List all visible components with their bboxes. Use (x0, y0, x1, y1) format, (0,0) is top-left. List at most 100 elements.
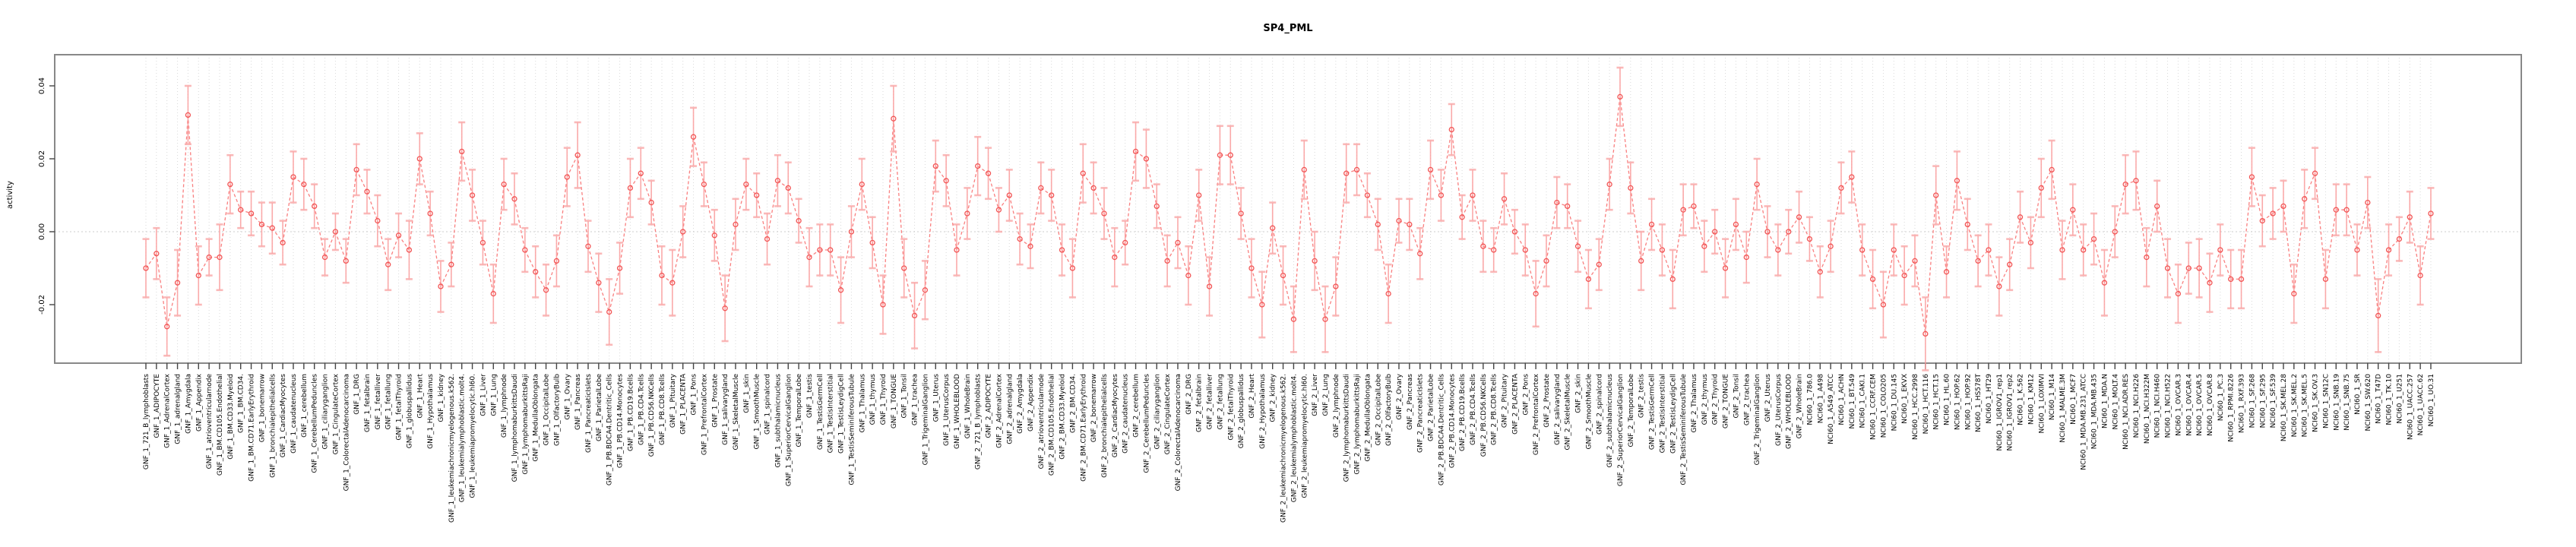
data-point (1596, 261, 1602, 267)
data-point (964, 210, 970, 217)
data-point (1090, 185, 1097, 191)
data-point (1701, 243, 1707, 249)
data-point (2280, 203, 2286, 210)
data-point (1217, 152, 1223, 158)
data-point (1248, 265, 1255, 271)
data-point (2407, 214, 2413, 220)
x-tick-label: GNF_1_OccipitalLobe (543, 374, 551, 446)
x-tick-label: GNF_1_TestisGermCell (817, 374, 824, 450)
x-tick-label: NCI60_1_SNB.75 (2343, 374, 2351, 431)
data-point (1606, 181, 1612, 188)
x-tick-label: NCI60_1_T47D (2375, 374, 2383, 424)
data-point (2385, 247, 2392, 253)
data-point (2302, 196, 2308, 202)
series-segment (945, 180, 957, 251)
data-point (2017, 214, 2024, 220)
x-tick-label: GNF_1_trachea (912, 374, 919, 425)
series-segment (1935, 194, 1948, 272)
data-point (1480, 243, 1486, 249)
series-segment (1745, 184, 1758, 258)
data-point (1743, 254, 1749, 261)
data-point (2185, 265, 2191, 271)
x-tick-label: NCI60_1_HCC.2998 (1912, 374, 1919, 440)
series-segment (1609, 96, 1621, 185)
data-point (1353, 166, 1360, 173)
x-tick-label: NCI60_1_786.0 (1806, 374, 1814, 425)
series-segment (692, 137, 705, 185)
x-tick-label: GNF_2_salivarygland (1554, 374, 1562, 445)
data-point (1112, 254, 1118, 261)
series-segment (998, 194, 1010, 210)
x-tick-label: GNF_2_Tonsil (1733, 374, 1740, 418)
data-point (206, 254, 212, 261)
x-tick-label: NCI60_1_DU.145 (1891, 374, 1898, 431)
data-point (1543, 258, 1549, 264)
data-point (269, 225, 275, 231)
x-tick-label: GNF_2_cerebellum (1133, 374, 1141, 438)
data-point (553, 258, 560, 264)
data-point (2101, 280, 2108, 286)
x-tick-label: GNF_1_thymus (869, 374, 877, 425)
x-tick-label: GNF_2_lymphomaburkittsRaji (1354, 374, 1362, 475)
x-tick-label: GNF_2_Heart (1248, 374, 1256, 419)
series-segment (1724, 224, 1737, 269)
series-segment (1229, 155, 1242, 214)
x-tick-label: GNF_1_fetallung (385, 374, 393, 429)
data-point (2154, 203, 2160, 210)
x-tick-label: GNF_1_PB.BDCA4.Dentritic_Cells (606, 374, 614, 485)
x-tick-label: NCI60_1_SW.620 (2365, 374, 2372, 432)
series-segment (514, 198, 526, 251)
x-tick-label: GNF_1_CardiacMyocytes (280, 374, 287, 458)
x-tick-label: GNF_1_Lung (490, 374, 498, 416)
x-tick-label: NCI60_1_UO.31 (2428, 374, 2435, 426)
data-point (1164, 258, 1170, 264)
series-segment (1440, 129, 1452, 196)
x-tick-label: NCI60_1_SK.MEL.5 (2302, 374, 2309, 437)
series-segment (1788, 217, 1800, 232)
x-tick-label: GNF_1_leukemialymphoblastic.molt4. (459, 374, 467, 502)
data-point (2144, 254, 2150, 261)
data-point (1375, 221, 1381, 228)
x-tick-label: GNF_1_TestisInterstitial (828, 374, 835, 453)
x-tick-label: GNF_2_Hypothalamus (1259, 374, 1267, 449)
series-segment (1208, 155, 1221, 287)
x-tick-label: NCI60_1_MDA.N (2101, 374, 2109, 428)
data-point (2354, 247, 2360, 253)
data-point (332, 229, 339, 235)
series-segment (2367, 202, 2379, 316)
data-point (438, 283, 444, 289)
data-point (733, 221, 739, 228)
x-tick-label: GNF_2_Pancreas (1407, 374, 1414, 430)
x-tick-label: GNF_1_BM.CD33.Myeloid (227, 374, 235, 460)
series-segment (429, 213, 441, 287)
data-point (1238, 210, 1244, 217)
x-tick-label: GNF_2_PB.CD4.Tcells (1470, 374, 1477, 445)
x-tick-label: GNF_1_PB.CD4.Tcells (638, 374, 645, 445)
series-segment (566, 154, 578, 178)
x-tick-label: GNF_1_lymphomaburkittsRaji (522, 374, 530, 475)
x-tick-label: NCI60_1_MALME.3M (2059, 374, 2067, 443)
series-segment (2051, 169, 2063, 251)
data-point (1691, 203, 1697, 210)
series-segment (1008, 194, 1021, 239)
x-tick-label: GNF_1_ColorectalAdenocarcinoma (343, 374, 350, 491)
x-tick-label: GNF_2_lymphnode (1333, 374, 1340, 438)
data-point (2417, 272, 2423, 279)
x-tick-label: GNF_1_Thalamus (859, 374, 866, 433)
x-tick-label: GNF_2_ADIPOCYTE (986, 374, 993, 438)
x-tick-label: GNF_2_AdrenalCortex (995, 373, 1003, 447)
x-tick-label: GNF_2_skin (1575, 374, 1583, 413)
x-tick-label: GNF_2_Thyroid (1712, 374, 1720, 425)
data-point (1786, 229, 1792, 235)
data-point (2312, 170, 2318, 176)
x-tick-label: NCI60_1_NCI.H522 (2165, 374, 2173, 438)
x-tick-label: GNF_2_Appendix (1027, 373, 1035, 432)
data-point (1796, 214, 1802, 220)
x-tick-label: GNF_1_Amygdala (185, 374, 192, 434)
series-segment (503, 184, 515, 200)
data-point (479, 239, 486, 246)
data-point (2081, 247, 2087, 253)
data-point (143, 265, 149, 271)
x-tick-label: NCI60_1_KM12 (2027, 374, 2035, 425)
